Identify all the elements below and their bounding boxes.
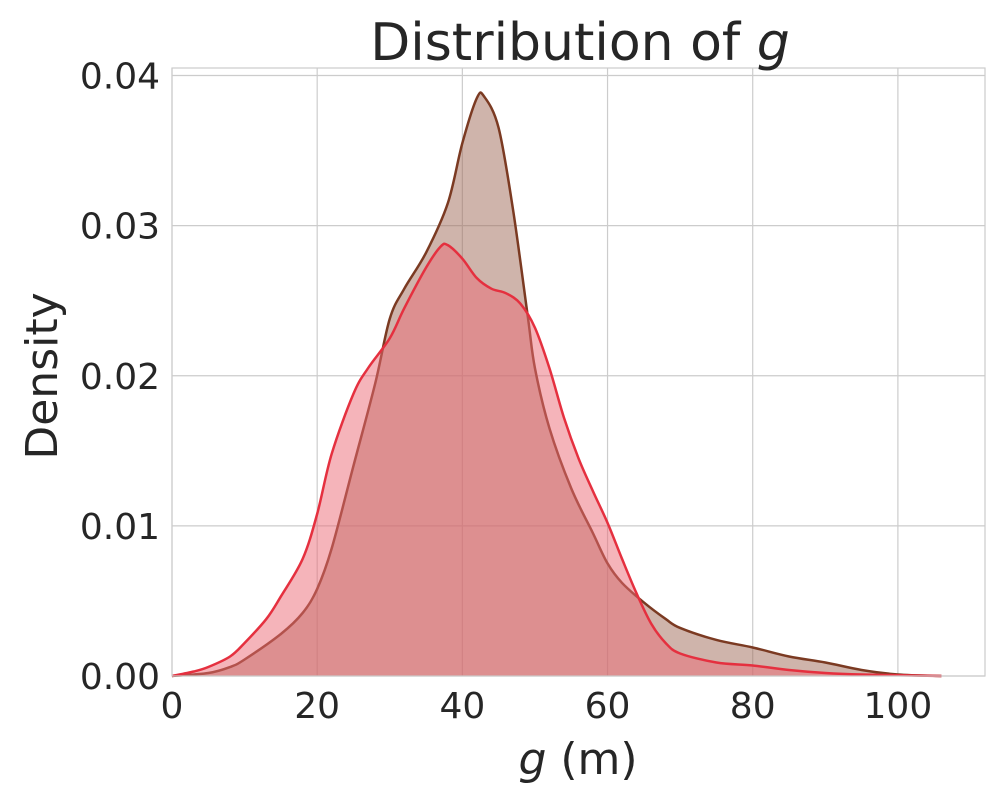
x-tick-label: 80 (730, 686, 776, 727)
x-tick-labels: 0 20 40 60 80 100 (161, 686, 933, 727)
y-axis-label: Density (17, 292, 68, 459)
y-tick-label: 0.02 (80, 357, 160, 398)
x-tick-label: 20 (294, 686, 340, 727)
x-tick-label: 100 (864, 686, 933, 727)
plot-frame (171, 67, 986, 677)
x-tick-label: 40 (439, 686, 485, 727)
x-axis-label: g (m) (518, 734, 637, 785)
density-area-2 (172, 243, 942, 676)
x-axis-label-symbol: g (518, 734, 546, 785)
y-tick-label: 0.04 (80, 57, 160, 98)
x-tick-label: 60 (585, 686, 631, 727)
density-series (171, 91, 942, 678)
x-axis-label-unit: (m) (546, 734, 637, 785)
density-line-2 (171, 242, 942, 678)
x-tick-label: 0 (161, 686, 184, 727)
chart-title-symbol: g (757, 13, 790, 73)
y-tick-label: 0.03 (80, 207, 160, 248)
chart-title-text: Distribution of (370, 13, 757, 73)
y-tick-label: 0.00 (80, 657, 160, 698)
y-tick-labels: 0.00 0.01 0.02 0.03 0.04 (80, 57, 160, 698)
y-tick-label: 0.01 (80, 507, 160, 548)
chart-title: Distribution of g (370, 13, 790, 73)
